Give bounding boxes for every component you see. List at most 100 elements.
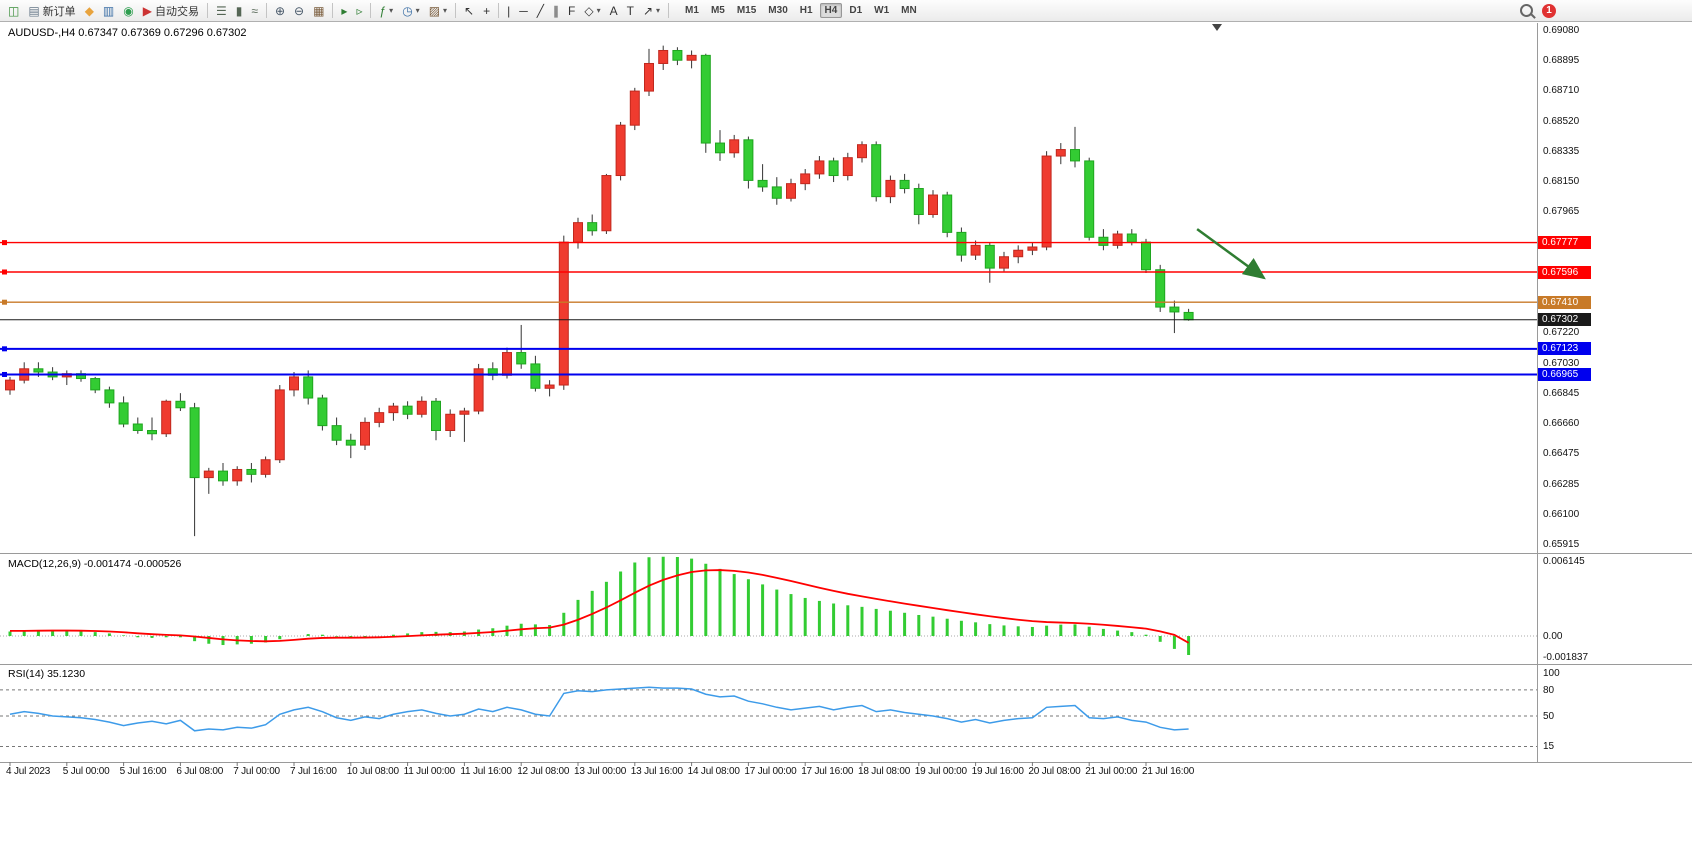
toolbar-separator	[668, 3, 670, 18]
toolbar-separator	[498, 3, 500, 18]
arrows-button[interactable]: ↗ ▾	[639, 1, 664, 21]
candle-bear	[1169, 306, 1180, 313]
cursor-button[interactable]: ↖	[460, 1, 478, 21]
arrows-icon: ↗	[642, 3, 654, 18]
chart-candles-button[interactable]: ▮	[232, 1, 247, 21]
hline-handle[interactable]	[2, 371, 7, 377]
auto-scroll-button[interactable]: ▸	[337, 1, 351, 21]
zoom-out-icon: ⊖	[294, 3, 305, 18]
candle-bear	[516, 352, 527, 365]
price-axis-label: 0.66475	[1543, 448, 1580, 460]
candle-bear	[33, 368, 44, 373]
auto-trading-icon: ▶	[142, 3, 152, 18]
time-axis-label: 4 Jul 2023	[6, 766, 51, 777]
search-icon[interactable]	[1520, 4, 1533, 17]
label-button[interactable]: T	[623, 1, 638, 21]
candle-bull	[658, 49, 669, 64]
chart-shift-marker[interactable]	[1212, 24, 1222, 31]
zoom-in-button[interactable]: ⊕	[271, 1, 289, 21]
chart-title: AUDUSD-,H4 0.67347 0.67369 0.67296 0.673…	[8, 27, 247, 39]
candle-bull	[814, 160, 825, 175]
candle-bear	[530, 363, 541, 389]
timeframe-button-h1[interactable]: H1	[799, 5, 813, 16]
metaquotes-button[interactable]: ◆	[81, 1, 98, 21]
candle-bull	[842, 157, 853, 177]
candle-bull	[857, 144, 867, 159]
candle-bull	[502, 352, 512, 376]
metaquotes-icon: ◆	[84, 3, 94, 18]
price-axis-label: 0.67220	[1543, 327, 1580, 339]
rsi-axis-label: 100	[1543, 667, 1560, 679]
templates-button[interactable]: ▨ ▾	[425, 1, 451, 21]
dropdown-caret-icon: ▾	[389, 6, 394, 15]
trendline-button[interactable]: ╱	[533, 1, 548, 21]
dropdown-caret-icon: ▾	[443, 6, 448, 15]
chart-bars-button[interactable]: ☰	[212, 1, 231, 21]
timeframe-button-m30[interactable]: M30	[768, 5, 788, 16]
candle-bull	[473, 368, 484, 412]
vertical-line-button[interactable]: |	[503, 1, 514, 21]
indicators-button[interactable]: ƒ ▾	[375, 1, 397, 21]
community-button[interactable]: ◉	[119, 1, 137, 21]
candle-bull	[445, 413, 456, 432]
price-axis-label: 0.65915	[1543, 538, 1580, 550]
chart-shift-button[interactable]: ▹	[352, 1, 366, 21]
timeframe-button-mn[interactable]: MN	[901, 5, 917, 16]
timeframe-button-m1[interactable]: M1	[685, 5, 699, 16]
candle-bull	[416, 400, 427, 415]
candle-bull	[999, 256, 1009, 269]
rsi-axis-label: 15	[1543, 741, 1555, 753]
new-order-button[interactable]: ▤ 新订单	[24, 1, 79, 21]
candle-bear	[431, 400, 441, 432]
hline-handle[interactable]	[2, 269, 7, 275]
hline-handle[interactable]	[2, 346, 7, 352]
price-badge-0.67777: 0.67777	[1538, 236, 1591, 250]
chart-line-icon: ≈	[251, 3, 258, 18]
price-axis-label: 0.68710	[1543, 85, 1580, 97]
candle-bull	[5, 379, 15, 391]
notification-badge[interactable]: 1	[1542, 3, 1556, 18]
channel-button[interactable]: ∥	[549, 1, 563, 21]
candle-bull	[601, 175, 612, 232]
time-axis-label: 5 Jul 16:00	[119, 766, 167, 777]
timeframe-button-w1[interactable]: W1	[874, 5, 890, 16]
hline-handle[interactable]	[2, 299, 7, 305]
market-watch-button[interactable]: ▥	[99, 1, 118, 21]
candle-bear	[899, 179, 910, 190]
candle-bull	[800, 173, 811, 185]
chart-line-button[interactable]: ≈	[247, 1, 262, 21]
cursor-icon: ↖	[464, 3, 475, 18]
timeframe-button-h4[interactable]: H4	[819, 3, 843, 18]
zoom-out-button[interactable]: ⊖	[290, 1, 308, 21]
timeframe-button-d1[interactable]: D1	[849, 5, 863, 16]
price-axis-label: 0.69080	[1543, 25, 1580, 36]
price-axis-label: 0.66100	[1543, 508, 1580, 520]
candle-bear	[828, 160, 839, 177]
candle-bear	[984, 244, 995, 269]
candle-bull	[629, 90, 640, 126]
tile-windows-button[interactable]: ▦	[309, 1, 328, 21]
shapes-button[interactable]: ◇ ▾	[580, 1, 604, 21]
periods-icon: ◷	[402, 3, 413, 18]
timeframe-button-m5[interactable]: M5	[710, 5, 725, 16]
time-axis-label: 10 Jul 08:00	[346, 766, 399, 777]
time-axis-label: 17 Jul 00:00	[744, 766, 797, 777]
hline-handle[interactable]	[2, 240, 7, 246]
candle-bear	[1141, 241, 1151, 271]
trend-arrow-annotation[interactable]	[1196, 228, 1266, 280]
text-button[interactable]: A	[606, 1, 622, 21]
time-axis-label: 21 Jul 00:00	[1085, 766, 1138, 777]
fibonacci-button[interactable]: F	[564, 1, 579, 21]
label-icon: T	[626, 3, 634, 18]
auto-trading-button[interactable]: ▶ 自动交易	[139, 1, 203, 21]
new-chart-button[interactable]: ◫	[4, 1, 23, 21]
tile-windows-icon: ▦	[313, 3, 325, 18]
horizontal-line-button[interactable]: ─	[515, 1, 532, 21]
crosshair-button[interactable]: +	[479, 1, 494, 21]
timeframe-button-m15[interactable]: M15	[736, 5, 757, 16]
time-axis-label: 17 Jul 16:00	[801, 766, 854, 777]
trendline-icon: ╱	[536, 3, 544, 18]
periods-button[interactable]: ◷ ▾	[398, 1, 424, 21]
price-axis-label: 0.66845	[1543, 387, 1580, 399]
